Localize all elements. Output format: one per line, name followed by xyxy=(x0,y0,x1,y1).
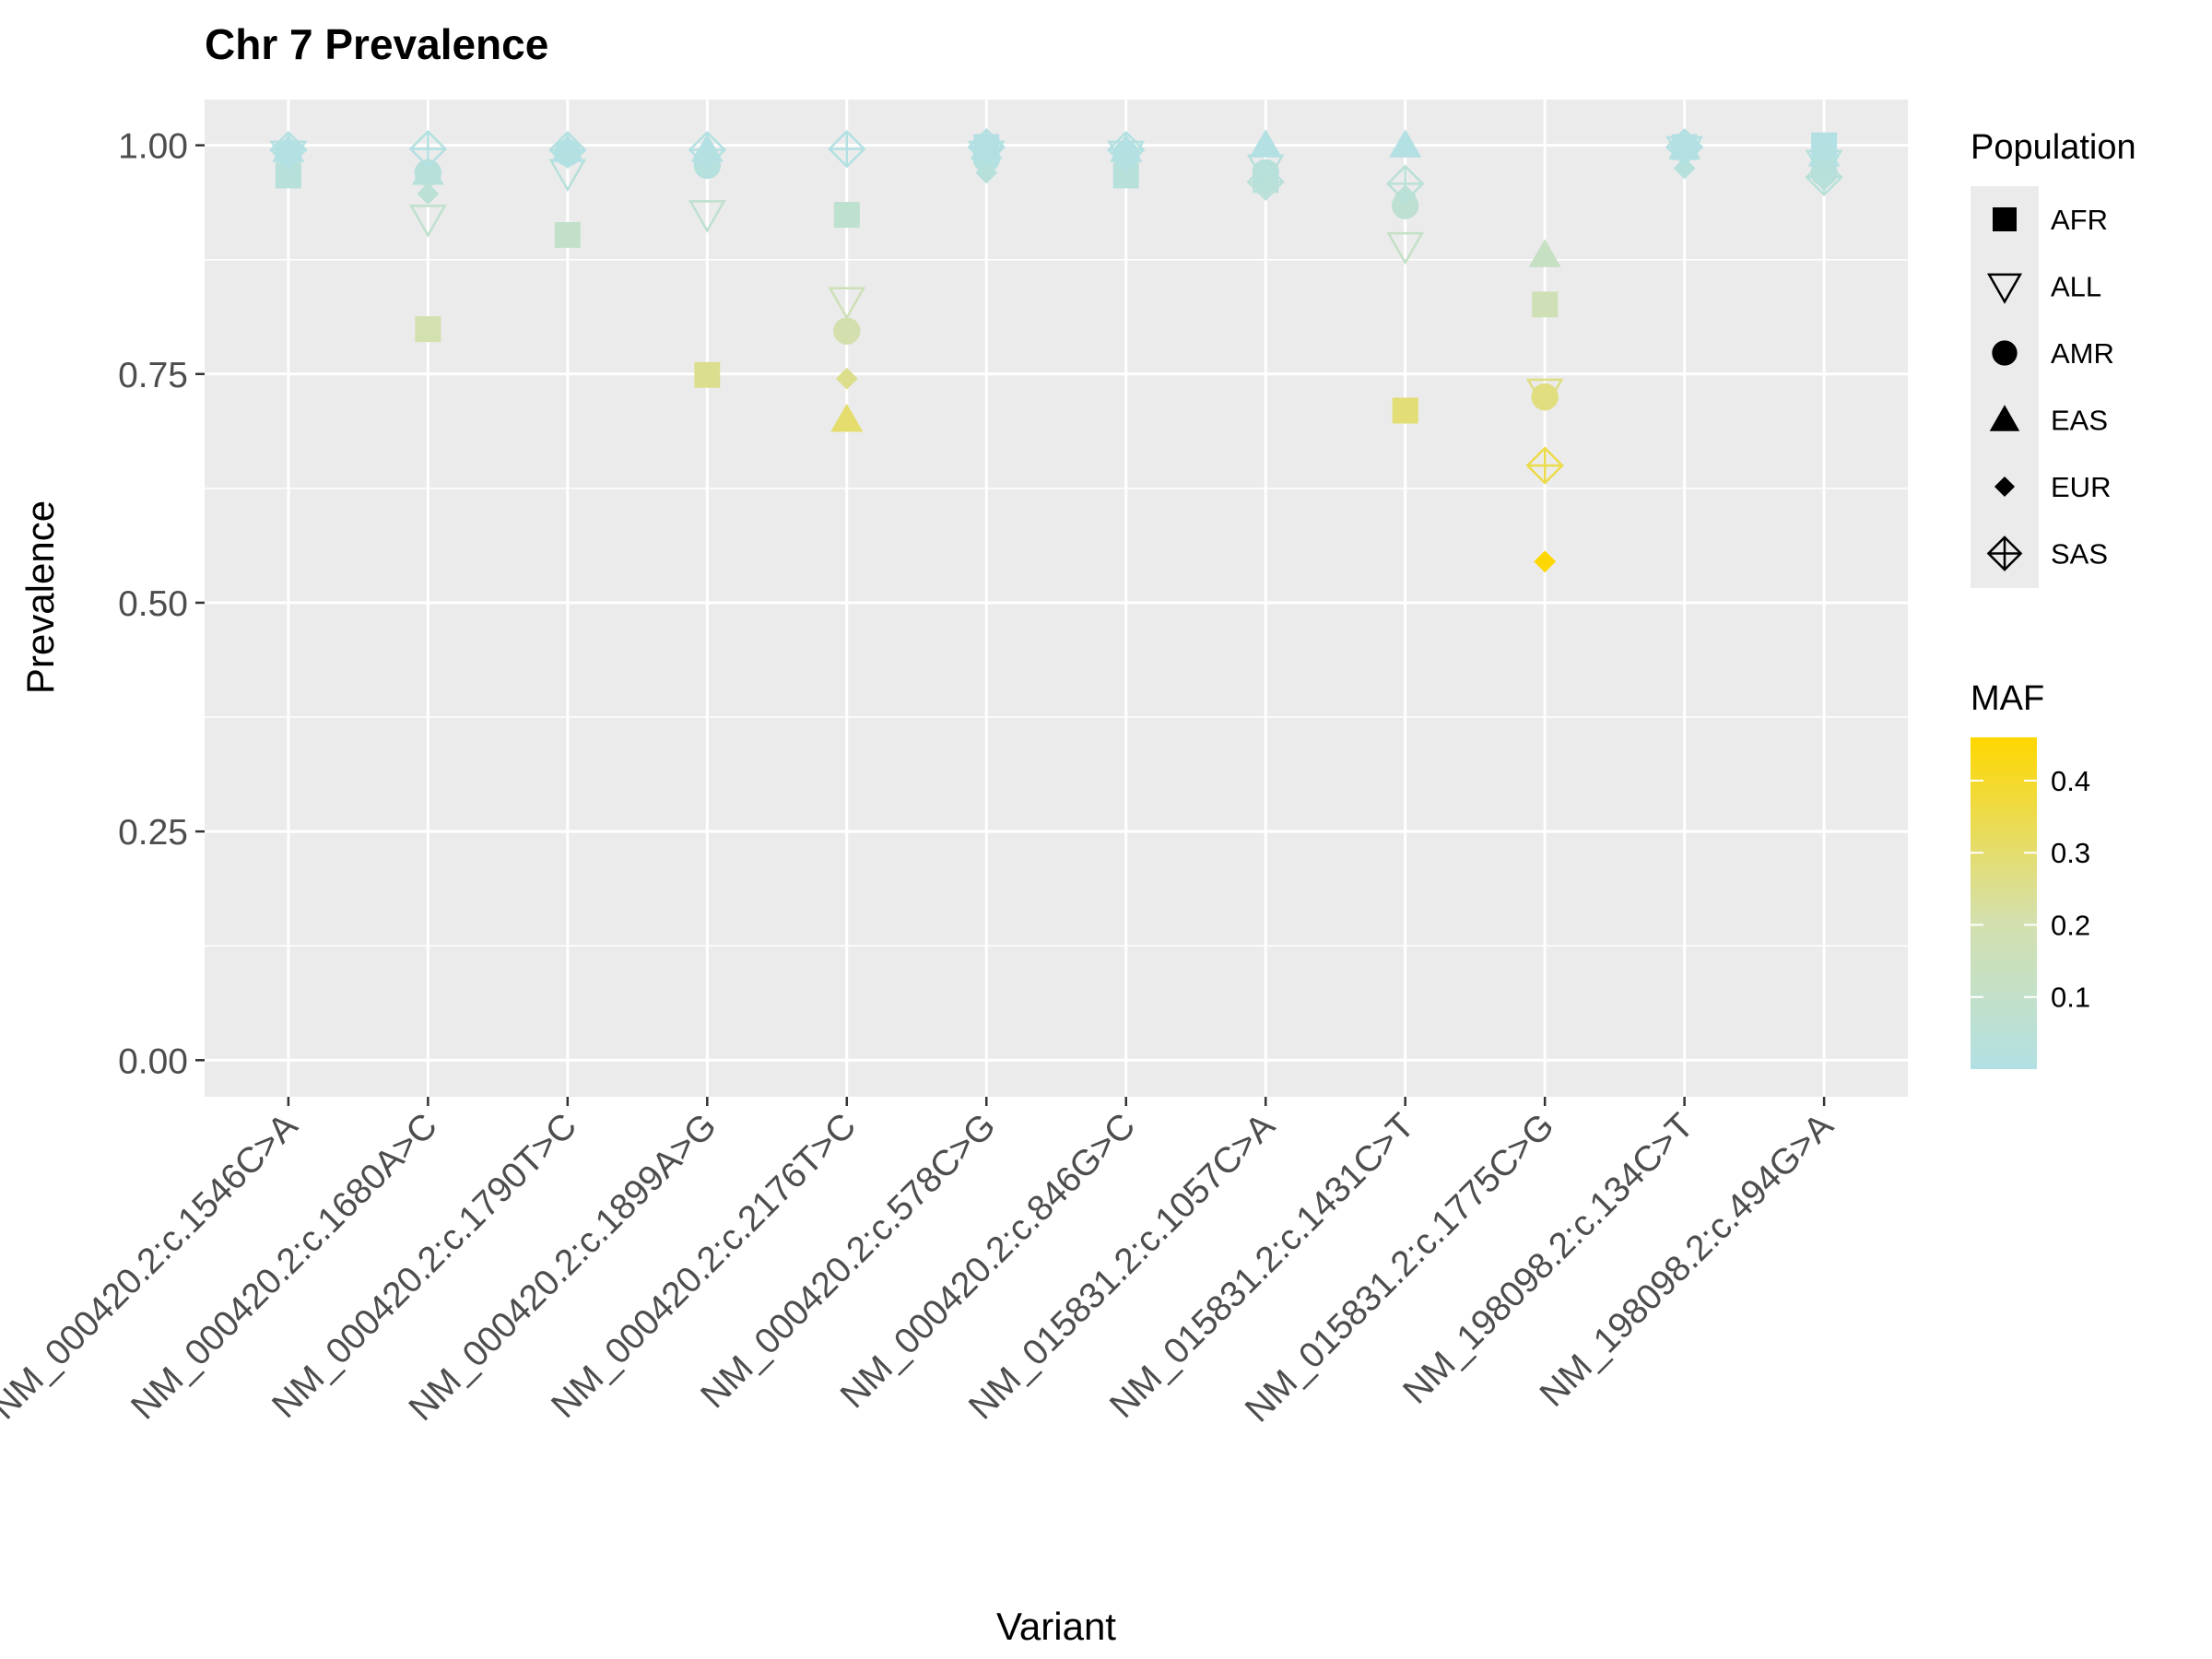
population-legend-title: Population xyxy=(1971,128,2136,167)
data-points xyxy=(269,127,1843,573)
legend-label-afr: AFR xyxy=(2051,204,2108,236)
data-point-afr xyxy=(1392,397,1418,424)
legend-key-eas xyxy=(1989,405,2020,431)
data-point-sas xyxy=(1386,164,1425,203)
data-point-amr xyxy=(833,317,861,345)
x-axis-title: Variant xyxy=(996,1605,1116,1648)
legend-key-amr xyxy=(1992,340,2018,366)
data-point-sas xyxy=(828,129,866,169)
data-point-sas xyxy=(967,127,1006,167)
data-point-eur xyxy=(1534,550,1557,573)
chart-title: Chr 7 Prevalence xyxy=(205,20,548,68)
legend-label-amr: AMR xyxy=(2051,337,2114,370)
legend-label-eur: EUR xyxy=(2051,471,2111,503)
y-tick-label: 1.00 xyxy=(118,127,188,167)
colorbar-tick-label: 0.3 xyxy=(2051,837,2090,869)
data-point-eas xyxy=(1528,239,1561,267)
x-tick-label: NM_198098.2:c.494G>A xyxy=(1533,1106,1841,1415)
legend-key-eur xyxy=(1994,476,2016,498)
data-point-sas xyxy=(1805,158,1843,197)
data-point-afr xyxy=(694,361,721,388)
data-point-sas xyxy=(688,130,726,170)
colorbar-tick-label: 0.4 xyxy=(2051,765,2090,797)
colorbar-tick-label: 0.2 xyxy=(2051,909,2090,941)
legend-label-eas: EAS xyxy=(2051,405,2108,437)
legend-key-afr xyxy=(1993,207,2017,231)
plot-panel xyxy=(205,100,1908,1097)
data-point-all xyxy=(828,287,866,321)
data-point-all xyxy=(688,200,726,233)
y-tick-label: 0.25 xyxy=(118,813,188,853)
x-tick-label: NM_000420.2:c.846G>C xyxy=(833,1106,1143,1416)
maf-colorbar-ticks: 0.1 0.2 0.3 0.4 xyxy=(1971,765,2090,1014)
data-point-sas xyxy=(1107,130,1146,170)
data-point-eas xyxy=(1807,138,1841,167)
y-tick-label: 0.75 xyxy=(118,356,188,395)
data-point-eas xyxy=(411,156,444,185)
legend-key-sas xyxy=(1986,535,2023,571)
data-point-eas xyxy=(1389,129,1422,158)
maf-colorbar xyxy=(1971,737,2037,1069)
data-point-afr xyxy=(1532,291,1559,318)
data-point-eur xyxy=(835,367,858,390)
legend-label-all: ALL xyxy=(2051,271,2101,303)
data-point-all xyxy=(409,205,447,238)
data-point-sas xyxy=(1665,127,1704,167)
data-point-eur xyxy=(417,182,440,206)
population-legend-key-background xyxy=(1971,186,2039,588)
data-point-sas xyxy=(269,130,308,170)
population-legend: Population AFR ALL AMR EAS EUR SAS xyxy=(1971,128,2136,588)
gridlines xyxy=(205,100,1908,1097)
data-point-eas xyxy=(1249,129,1282,158)
x-tick-label: NM_000420.2:c.578C>G xyxy=(693,1106,1003,1416)
y-axis-title: Prevalence xyxy=(18,500,62,694)
data-point-sas xyxy=(548,130,587,170)
data-point-sas xyxy=(1246,162,1285,202)
y-tick-label: 0.00 xyxy=(118,1041,188,1081)
x-tick-label: NM_198098.2:c.134C>T xyxy=(1395,1106,1701,1412)
data-point-eur xyxy=(975,161,998,184)
colorbar-tick-label: 0.1 xyxy=(2051,982,2090,1014)
data-point-eur xyxy=(1673,157,1696,180)
x-axis: NM_000420.2:c.1546C>ANM_000420.2:c.1680A… xyxy=(0,1097,1841,1430)
data-point-sas xyxy=(408,129,448,169)
maf-legend: MAF 0.1 0.2 0.3 0.4 xyxy=(1971,679,2090,1069)
y-tick-label: 0.50 xyxy=(118,584,188,624)
data-point-all xyxy=(1386,231,1425,265)
legend-key-all xyxy=(1986,273,2023,304)
legend-label-sas: SAS xyxy=(2051,538,2108,571)
data-point-afr xyxy=(833,202,860,229)
data-point-eas xyxy=(830,403,864,432)
data-point-sas xyxy=(1525,446,1564,485)
y-axis: 0.00 0.25 0.50 0.75 1.00 xyxy=(118,127,205,1081)
data-point-afr xyxy=(554,221,581,248)
maf-legend-title: MAF xyxy=(1971,679,2044,718)
data-point-afr xyxy=(415,316,441,343)
data-point-amr xyxy=(1531,382,1559,411)
